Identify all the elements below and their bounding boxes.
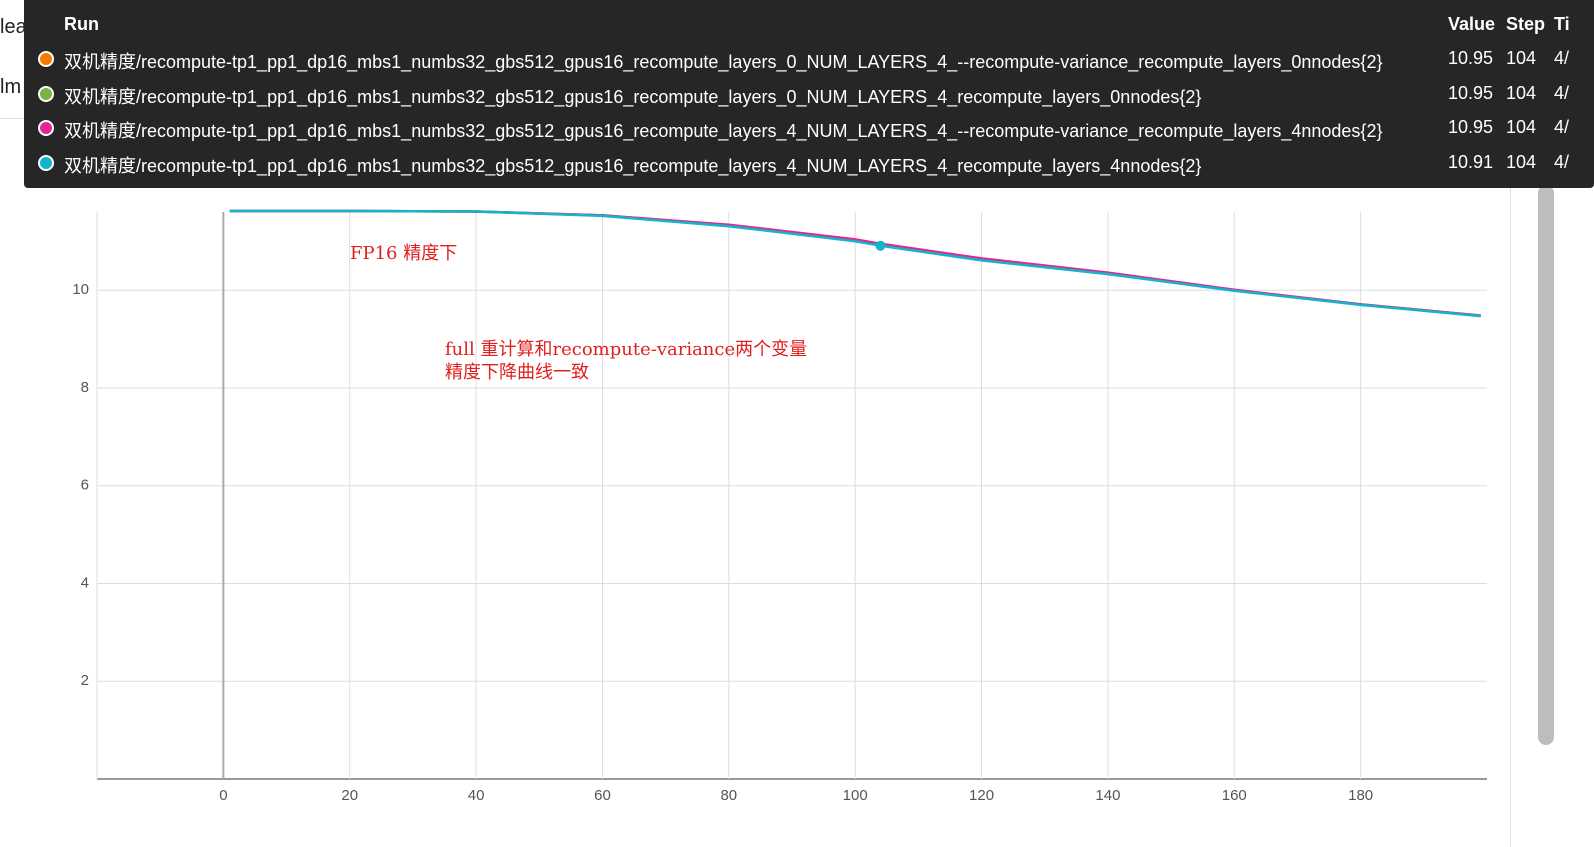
tooltip-header: Run	[64, 14, 99, 34]
legend-dot	[38, 120, 54, 136]
legend-dot	[38, 85, 54, 102]
y-tick-label: 6	[81, 477, 89, 494]
x-tick-label: 140	[1095, 787, 1120, 804]
annotation: full 重计算和recompute-variance两个变量	[445, 339, 807, 360]
tooltip-step: 104	[1506, 82, 1537, 103]
scrollbar[interactable]	[1538, 185, 1554, 745]
tooltip: Run Value Step Ti 双机精度/recompute-tp1_pp1_dp1…	[24, 0, 1594, 188]
right-panel	[1510, 140, 1594, 847]
tooltip-step: 104	[1506, 48, 1537, 68]
tooltip-value: 10.95	[1448, 48, 1494, 68]
tooltip-value: 10.95	[1448, 117, 1494, 137]
legend-dot	[38, 154, 54, 171]
series-line	[229, 209, 1481, 318]
annotation: 精度下降曲线一致	[445, 362, 589, 383]
legend-dot	[38, 51, 54, 67]
x-tick-label: 0	[219, 787, 227, 804]
tooltip-run: 双机精度/recompute-tp1_pp1_dp16_mbs1_numbs32…	[64, 155, 1202, 176]
x-tick-label: 40	[468, 787, 485, 804]
x-tick-label: 100	[843, 787, 868, 804]
y-tick-label: 8	[81, 379, 89, 396]
tooltip-step: 104	[1506, 117, 1537, 137]
x-tick-label: 20	[341, 787, 358, 804]
tooltip-run: 双机精度/recompute-tp1_pp1_dp16_mbs1_numbs32…	[64, 121, 1383, 141]
tooltip-time: 4/	[1554, 151, 1570, 172]
tooltip-header: Value	[1448, 14, 1496, 34]
y-tick-label: 10	[72, 281, 89, 298]
tooltip-run: 双机精度/recompute-tp1_pp1_dp16_mbs1_numbs32…	[64, 86, 1202, 107]
tooltip-time: 4/	[1554, 82, 1570, 103]
x-tick-label: 60	[594, 787, 611, 804]
tooltip-header: Step	[1506, 14, 1546, 34]
tooltip-step: 104	[1506, 151, 1537, 172]
y-tick-label: 2	[81, 672, 89, 689]
annotation: FP16 精度下	[350, 243, 457, 264]
tooltip-time: 4/	[1554, 117, 1570, 137]
x-tick-label: 80	[720, 787, 737, 804]
tooltip-header: Ti	[1554, 14, 1570, 34]
x-tick-label: 160	[1222, 787, 1247, 804]
x-tick-label: 180	[1348, 787, 1373, 804]
tooltip-value: 10.91	[1448, 151, 1494, 172]
tooltip-time: 4/	[1554, 48, 1570, 68]
tooltip-value: 10.95	[1448, 82, 1494, 103]
hover-point	[875, 240, 886, 251]
y-tick-label: 4	[81, 574, 89, 591]
tooltip-run: 双机精度/recompute-tp1_pp1_dp16_mbs1_numbs32…	[64, 52, 1383, 72]
x-tick-label: 120	[969, 787, 994, 804]
